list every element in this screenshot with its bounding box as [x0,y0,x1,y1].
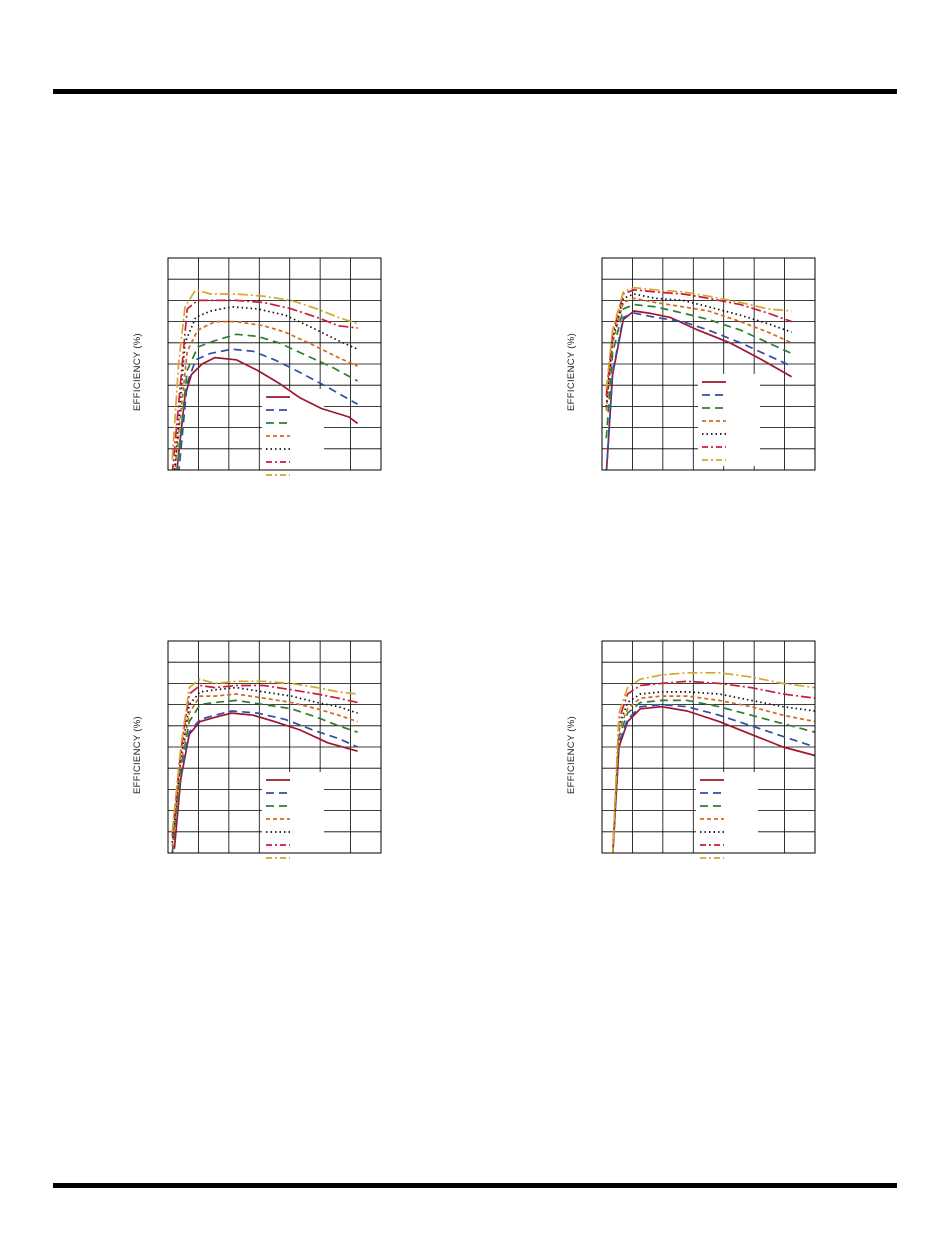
y-axis-label: EFFICIENCY (%) [132,333,143,411]
grid [602,258,815,470]
series-line-4 [173,320,358,470]
series-group [171,678,358,853]
series-line-6 [611,680,815,853]
series-line-3 [611,699,815,853]
chart-svg: EFFICIENCY (%) [566,257,816,471]
series-line-6 [171,684,358,837]
series-line-6 [171,299,358,470]
series-line-6 [605,288,792,396]
y-axis-label: EFFICIENCY (%) [566,716,577,794]
footer-rule [53,1183,897,1188]
legend-background [262,389,324,481]
plot-frame [167,257,382,471]
series-line-4 [611,695,815,853]
series-line-1 [605,310,793,470]
efficiency-chart-4: EFFICIENCY (%) [562,638,822,864]
legend-background [262,772,324,864]
series-group [171,288,359,470]
y-axis-label: EFFICIENCY (%) [132,716,143,794]
series-line-3 [171,699,358,853]
header-rule [53,89,897,94]
legend-background [696,772,758,864]
y-axis-label: EFFICIENCY (%) [566,333,577,411]
series-line-4 [171,693,358,847]
series-line-3 [605,303,792,439]
legend-background [698,374,760,466]
series-group [605,286,793,470]
series-line-2 [611,703,815,853]
series-line-1 [611,705,815,853]
series-line-7 [605,286,792,390]
series-line-3 [176,333,359,470]
series-line-4 [605,297,792,411]
series-group [611,671,815,853]
series-line-7 [611,671,815,853]
efficiency-chart-2: EFFICIENCY (%) [562,255,822,475]
plot-frame [601,257,816,471]
chart-svg: EFFICIENCY (%) [132,257,382,481]
plot-frame [601,640,816,854]
chart-svg: EFFICIENCY (%) [132,640,382,864]
efficiency-chart-1: EFFICIENCY (%) [128,255,388,481]
efficiency-chart-3: EFFICIENCY (%) [128,638,388,864]
series-line-7 [171,678,358,832]
chart-svg: EFFICIENCY (%) [566,640,816,864]
plot-frame [167,640,382,854]
series-line-2 [171,710,358,853]
series-line-1 [176,356,359,470]
series-line-7 [171,288,358,460]
